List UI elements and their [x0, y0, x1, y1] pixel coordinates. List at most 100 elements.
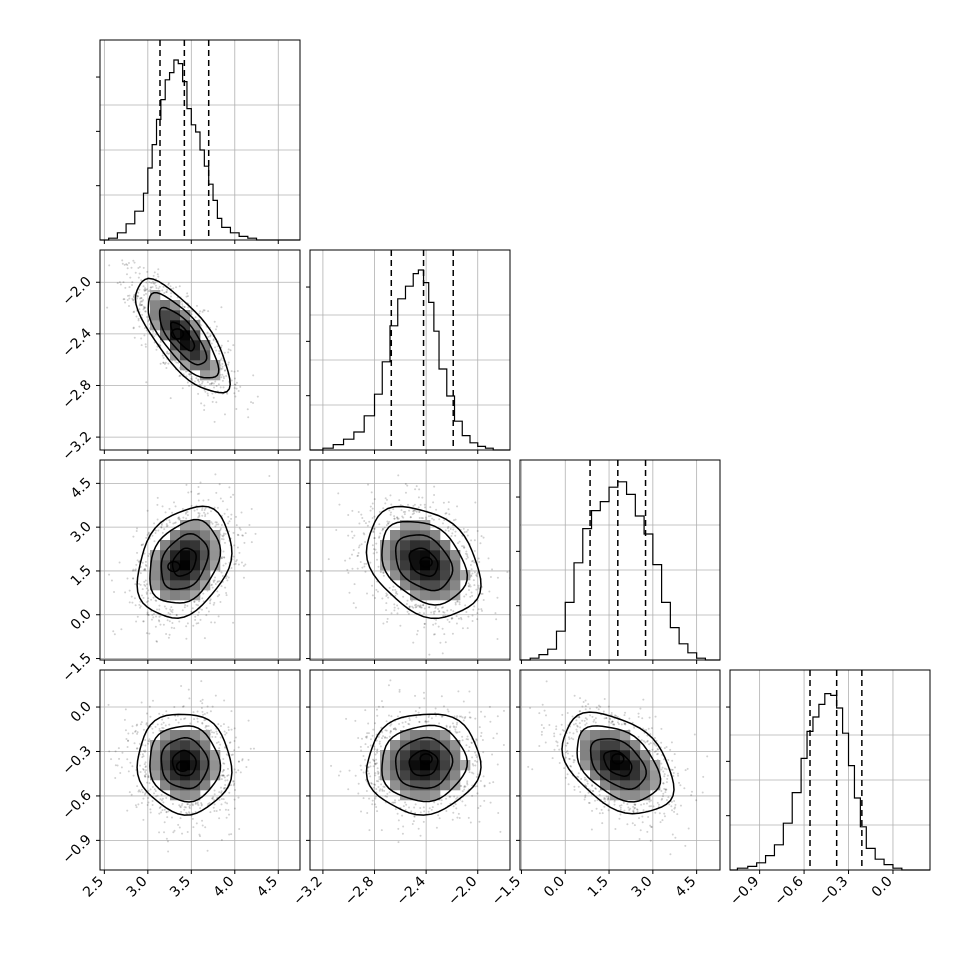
sample-point	[548, 724, 551, 727]
sample-point	[136, 785, 139, 788]
sample-point	[448, 795, 451, 798]
density-cell	[160, 740, 171, 751]
sample-point	[131, 765, 134, 768]
sample-point	[618, 804, 621, 807]
sample-point	[443, 519, 446, 522]
sample-point	[211, 392, 214, 395]
sample-point	[215, 349, 218, 352]
sample-point	[140, 296, 143, 299]
sample-point	[367, 766, 370, 769]
sample-point	[215, 325, 218, 328]
sample-point	[136, 615, 139, 618]
sample-point	[467, 749, 470, 752]
density-cell	[200, 370, 211, 381]
sample-point	[144, 739, 147, 742]
sample-point	[140, 303, 143, 306]
sample-point	[244, 532, 247, 535]
sample-point	[133, 261, 136, 264]
sample-point	[137, 291, 140, 294]
density-cell	[440, 560, 451, 571]
sample-point	[397, 607, 400, 610]
sample-point	[145, 281, 148, 284]
sample-point	[665, 781, 668, 784]
sample-point	[140, 279, 143, 282]
sample-point	[223, 512, 226, 515]
sample-point	[147, 742, 150, 745]
sample-point	[233, 768, 236, 771]
sample-point	[143, 552, 146, 555]
sample-point	[570, 737, 573, 740]
sample-point	[375, 739, 378, 742]
sample-point	[448, 513, 451, 516]
sample-point	[491, 753, 494, 756]
sample-point	[192, 624, 195, 627]
sample-point	[677, 774, 680, 777]
sample-point	[650, 826, 653, 829]
sample-point	[667, 759, 670, 762]
sample-point	[656, 747, 659, 750]
sample-point	[126, 294, 129, 297]
sample-point	[233, 392, 236, 395]
sample-point	[135, 806, 138, 809]
density-cell	[170, 320, 181, 331]
sample-point	[127, 770, 130, 773]
sample-point	[170, 626, 173, 629]
sample-point	[221, 365, 224, 368]
sample-point	[366, 732, 369, 735]
sample-point	[354, 719, 357, 722]
sample-point	[369, 505, 372, 508]
sample-point	[360, 810, 363, 813]
sample-point	[142, 596, 145, 599]
sample-point	[403, 513, 406, 516]
sample-point	[137, 790, 140, 793]
sample-point	[220, 557, 223, 560]
sample-point	[320, 570, 323, 573]
sample-point	[144, 766, 147, 769]
y-tick-label: 1.5	[68, 562, 95, 589]
sample-point	[180, 300, 183, 303]
sample-point	[156, 794, 159, 797]
sample-point	[138, 288, 141, 291]
x-tick-label: −2.8	[342, 874, 377, 909]
sample-point	[186, 381, 189, 384]
sample-point	[132, 577, 135, 580]
contour-level	[171, 749, 197, 777]
sample-point	[371, 584, 374, 587]
sample-point	[377, 536, 380, 539]
sample-point	[591, 715, 594, 718]
sample-point	[201, 597, 204, 600]
sample-point	[465, 738, 468, 741]
sample-point	[409, 516, 412, 519]
density-cell	[420, 790, 431, 801]
density-cell	[180, 520, 191, 531]
sample-point	[232, 531, 235, 534]
sample-point	[580, 778, 583, 781]
sample-point	[232, 555, 235, 558]
sample-point	[434, 607, 437, 610]
sample-point	[200, 706, 203, 709]
sample-point	[145, 315, 148, 318]
sample-point	[214, 525, 217, 528]
sample-point	[467, 589, 470, 592]
sample-point	[471, 763, 474, 766]
sample-point	[437, 625, 440, 628]
sample-point	[450, 617, 453, 620]
sample-point	[233, 749, 236, 752]
sample-point	[572, 732, 575, 735]
sample-point	[611, 720, 614, 723]
sample-point	[475, 756, 478, 759]
x-tick-label: 4.5	[254, 874, 281, 901]
sample-point	[585, 662, 587, 664]
sample-point	[161, 726, 164, 729]
sample-point	[138, 272, 141, 275]
sample-point	[462, 719, 465, 722]
sample-point	[143, 567, 146, 570]
sample-point	[584, 723, 587, 726]
sample-point	[178, 285, 181, 288]
sample-point	[140, 543, 143, 546]
sample-point	[207, 498, 210, 501]
density-cell	[160, 590, 171, 601]
sample-point	[268, 475, 271, 478]
sample-point	[488, 782, 491, 785]
sample-point	[148, 782, 151, 785]
